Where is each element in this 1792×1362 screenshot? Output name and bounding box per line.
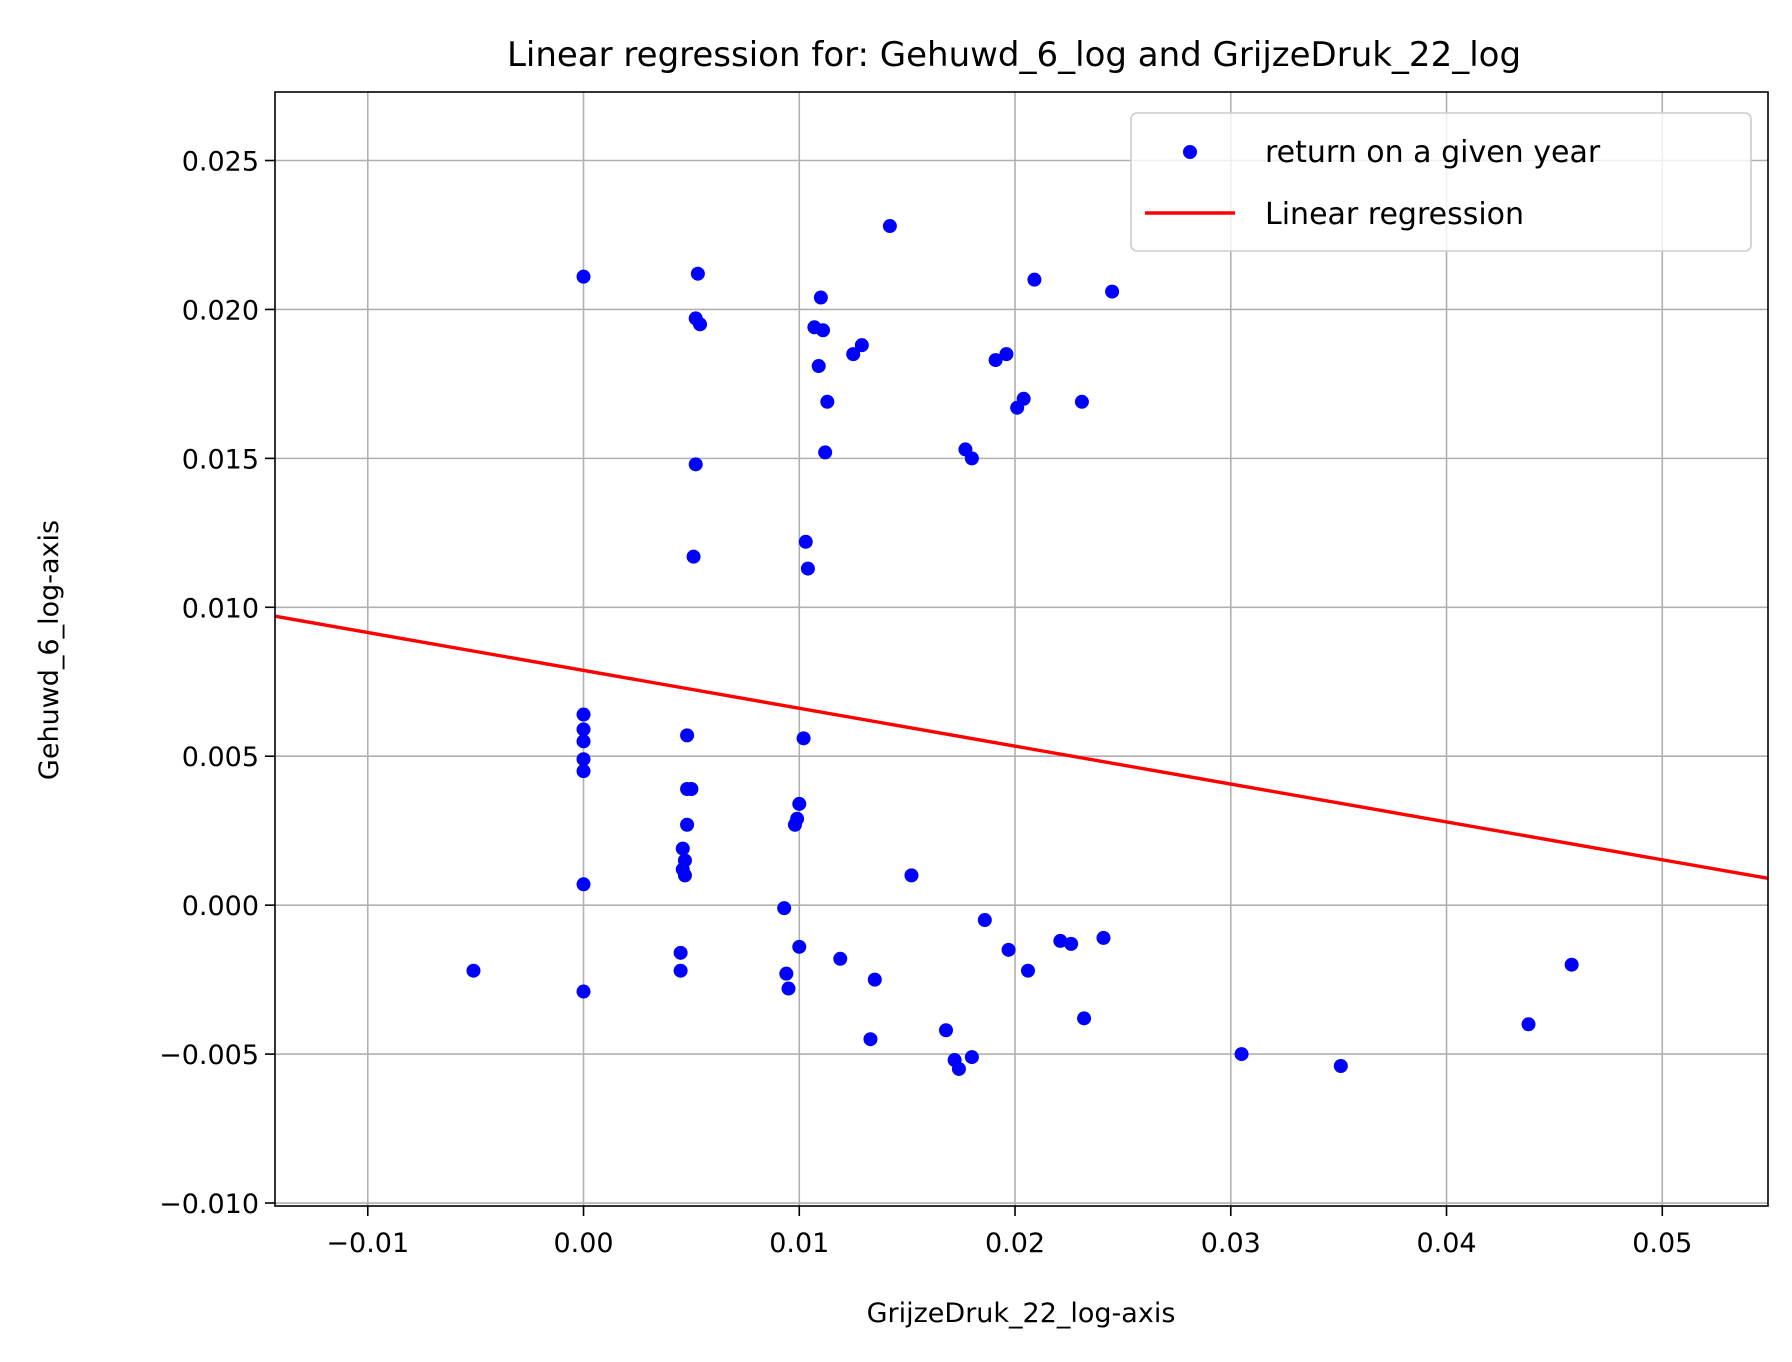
x-tick-label: 0.00 xyxy=(553,1228,613,1259)
data-point xyxy=(1521,1017,1536,1032)
chart-title: Linear regression for: Gehuwd_6_log and … xyxy=(507,35,1521,75)
legend: return on a given year Linear regression xyxy=(1130,112,1752,252)
data-point xyxy=(988,353,1003,368)
y-tick-label: 0.010 xyxy=(182,593,259,624)
x-axis-label: GrijzeDruk_22_log-axis xyxy=(867,1298,1176,1329)
data-point xyxy=(686,549,701,564)
y-axis-label: Gehuwd_6_log-axis xyxy=(34,520,65,780)
x-tick-label: 0.03 xyxy=(1201,1228,1261,1259)
data-point xyxy=(792,939,807,954)
data-point xyxy=(1564,957,1579,972)
data-point xyxy=(576,877,591,892)
data-point xyxy=(787,817,802,832)
data-point xyxy=(867,972,882,987)
x-tick-label: 0.04 xyxy=(1416,1228,1476,1259)
data-point xyxy=(1234,1047,1249,1062)
x-tick-label: 0.02 xyxy=(985,1228,1045,1259)
legend-marker-scatter xyxy=(1183,145,1197,159)
data-point xyxy=(1027,272,1042,287)
legend-label-line: Linear regression xyxy=(1265,197,1524,232)
data-point xyxy=(798,534,813,549)
data-point xyxy=(576,984,591,999)
data-point xyxy=(680,728,695,743)
data-point xyxy=(1096,930,1111,945)
data-point xyxy=(1001,942,1016,957)
y-tick-label: 0.025 xyxy=(182,147,259,178)
data-point xyxy=(854,338,869,353)
regression-line xyxy=(274,614,1769,881)
data-point xyxy=(846,347,861,362)
data-point xyxy=(466,963,481,978)
data-point xyxy=(1053,933,1068,948)
data-point xyxy=(576,764,591,779)
data-point xyxy=(1074,394,1089,409)
data-point xyxy=(1333,1059,1348,1074)
y-tick-label: 0.005 xyxy=(182,742,259,773)
data-point xyxy=(693,317,708,332)
data-point xyxy=(779,966,794,981)
data-point xyxy=(796,731,811,746)
data-point xyxy=(816,323,831,338)
data-point xyxy=(811,359,826,374)
data-point xyxy=(576,269,591,284)
data-point xyxy=(781,981,796,996)
data-point xyxy=(863,1032,878,1047)
data-point xyxy=(688,457,703,472)
x-tick-label: 0.05 xyxy=(1632,1228,1692,1259)
data-point xyxy=(977,913,992,928)
data-point xyxy=(690,266,705,281)
y-gridlines xyxy=(275,159,1768,1204)
data-point xyxy=(792,796,807,811)
data-point xyxy=(964,1050,979,1065)
data-point xyxy=(576,752,591,767)
data-point xyxy=(964,451,979,466)
data-point xyxy=(820,394,835,409)
y-tick-label: −0.010 xyxy=(159,1189,259,1220)
y-axis-ticks: −0.010 −0.005 0.000 0.005 0.010 0.015 0.020 0.0… xyxy=(159,147,275,1220)
data-point xyxy=(777,901,792,916)
plot-frame xyxy=(274,91,1769,1207)
data-point xyxy=(999,347,1014,362)
data-point xyxy=(576,734,591,749)
data-point xyxy=(675,841,690,856)
data-point xyxy=(800,561,815,576)
legend-label-scatter: return on a given year xyxy=(1265,135,1601,170)
data-point xyxy=(1105,284,1120,299)
x-tick-label: 0.01 xyxy=(769,1228,829,1259)
y-tick-label: 0.000 xyxy=(182,891,259,922)
data-point xyxy=(1010,400,1025,415)
x-tick-label: −0.01 xyxy=(326,1228,409,1259)
data-point xyxy=(882,219,897,234)
legend-box xyxy=(1130,112,1752,252)
data-point xyxy=(904,868,919,883)
scatter-points xyxy=(466,219,1579,1076)
data-point xyxy=(938,1023,953,1038)
data-point xyxy=(813,290,828,305)
plot-area xyxy=(275,92,1768,1206)
y-tick-label: 0.020 xyxy=(182,295,259,326)
data-point xyxy=(680,817,695,832)
data-point xyxy=(1077,1011,1092,1026)
data-point xyxy=(1020,963,1035,978)
data-point xyxy=(833,951,848,966)
data-point xyxy=(951,1061,966,1076)
data-point xyxy=(673,963,688,978)
y-tick-label: −0.005 xyxy=(159,1040,259,1071)
data-point xyxy=(576,722,591,737)
y-tick-label: 0.015 xyxy=(182,444,259,475)
data-point xyxy=(684,781,699,796)
data-point xyxy=(818,445,833,460)
data-point xyxy=(673,945,688,960)
data-point xyxy=(1064,936,1079,951)
data-point xyxy=(576,707,591,722)
x-axis-ticks: −0.01 0.00 0.01 0.02 0.03 0.04 0.05 xyxy=(326,1206,1692,1259)
data-point xyxy=(677,868,692,883)
